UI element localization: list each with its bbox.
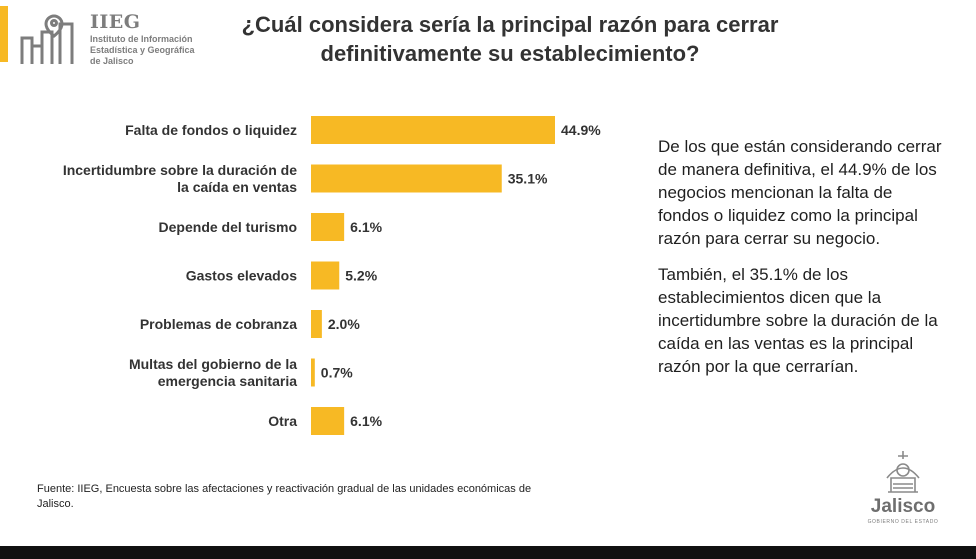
value-label: 35.1% <box>508 171 548 187</box>
category-label: Otra <box>268 413 297 429</box>
value-label: 44.9% <box>561 122 601 138</box>
summary-paragraph-2: También, el 35.1% de los establecimiento… <box>658 265 938 376</box>
category-label: Multas del gobierno de la <box>129 356 297 372</box>
category-label: Falta de fondos o liquidez <box>125 122 297 138</box>
summary-text: De los que están considerando cerrar de … <box>658 135 948 391</box>
logo-line-3: de Jalisco <box>90 56 134 66</box>
title-line-1: ¿Cuál considera sería la principal razón… <box>241 12 779 37</box>
logo-line-2: Estadística y Geográfica <box>90 45 195 55</box>
category-label: Incertidumbre sobre la duración de <box>63 162 297 178</box>
bar <box>311 116 555 144</box>
source-note: Fuente: IIEG, Encuesta sobre las afectac… <box>37 482 617 512</box>
value-label: 2.0% <box>328 316 360 332</box>
summary-paragraph-1: De los que están considerando cerrar de … <box>658 137 942 248</box>
category-label: Problemas de cobranza <box>140 316 297 332</box>
page-title: ¿Cuál considera sería la principal razón… <box>205 10 815 68</box>
bar-chart: 44.9% Falta de fondos o liquidez 35.1% Ince… <box>63 116 601 435</box>
source-line-2: Jalisco. <box>37 498 74 510</box>
jalisco-logo: Jalisco GOBIERNO DEL ESTADO <box>858 448 948 528</box>
category-label: Depende del turismo <box>159 219 297 235</box>
accent-bar <box>0 6 8 62</box>
bar <box>311 358 315 387</box>
category-label: la caída en ventas <box>177 179 297 195</box>
jalisco-emblem-icon <box>886 451 920 493</box>
iieg-logo-icon <box>20 14 74 64</box>
value-label: 0.7% <box>321 365 353 381</box>
jalisco-wordmark: Jalisco <box>870 496 936 517</box>
value-label: 6.1% <box>350 413 382 429</box>
logo-line-1: Instituto de Información <box>90 34 193 44</box>
category-label: Gastos elevados <box>186 268 297 284</box>
value-label: 5.2% <box>345 268 377 284</box>
logo-acronym: IIEG <box>90 11 141 33</box>
source-line-1: Fuente: IIEG, Encuesta sobre las afectac… <box>37 483 532 495</box>
bar <box>311 407 345 435</box>
bar <box>311 261 340 290</box>
value-label: 6.1% <box>350 219 382 235</box>
bottom-band <box>0 546 976 559</box>
category-label: emergencia sanitaria <box>158 373 298 389</box>
bar <box>311 213 345 241</box>
jalisco-subtitle: GOBIERNO DEL ESTADO <box>867 519 939 525</box>
bar <box>311 164 502 193</box>
bar <box>311 310 322 338</box>
iieg-logo: IIEG Instituto de Información Estadístic… <box>20 10 220 68</box>
title-line-2: definitivamente su establecimiento? <box>320 41 700 66</box>
